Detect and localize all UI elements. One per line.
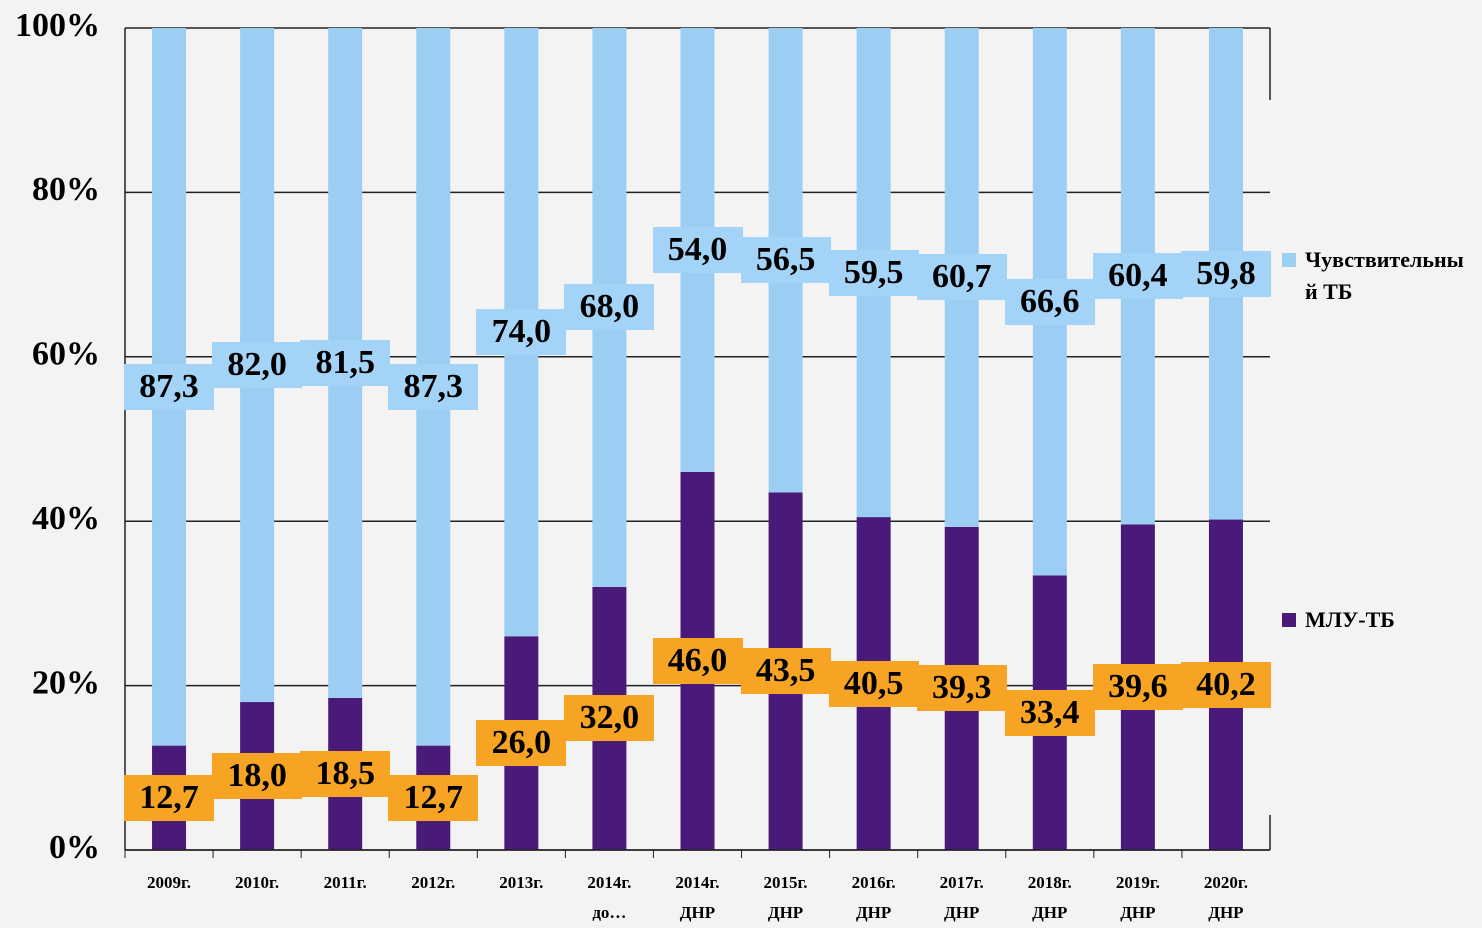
y-tick-label: 40%: [32, 500, 100, 537]
y-tick-label: 100%: [15, 7, 100, 44]
x-tick-label: 2018г. ДНР: [1027, 873, 1072, 922]
data-label: 56,5: [740, 237, 831, 284]
data-label: 66,6: [1004, 278, 1095, 325]
data-label: 59,8: [1180, 250, 1271, 297]
y-tick-label: 80%: [32, 171, 100, 208]
data-label: 81,5: [300, 339, 391, 386]
x-tick-label: 2011г.: [323, 873, 367, 892]
x-tick-label: 2016г. ДНР: [851, 873, 896, 922]
data-label: 18,5: [300, 750, 391, 797]
x-tick-label: 2010г.: [235, 873, 280, 892]
y-tick-label: 20%: [32, 664, 100, 701]
data-label: 87,3: [124, 363, 215, 410]
data-label: 87,3: [388, 363, 479, 410]
data-label: 39,6: [1092, 664, 1183, 711]
data-label: 26,0: [476, 720, 567, 767]
legend-swatch: [1282, 253, 1296, 267]
data-label: 68,0: [564, 284, 655, 331]
data-label: 43,5: [740, 648, 831, 695]
data-label: 33,4: [1004, 689, 1095, 736]
y-tick-label: 0%: [49, 829, 100, 866]
x-tick-label: 2014г. до…: [587, 873, 632, 922]
x-tick-label: 2012г.: [411, 873, 456, 892]
x-tick-label: 2014г. ДНР: [675, 873, 720, 922]
x-tick-label: 2019г. ДНР: [1115, 873, 1160, 922]
x-tick-label: 2015г. ДНР: [763, 873, 808, 922]
data-label: 40,5: [828, 660, 919, 707]
data-label: 18,0: [212, 753, 303, 800]
data-label: 32,0: [564, 695, 655, 742]
legend-label: Чувствительный ТБ: [1305, 247, 1464, 304]
x-tick-label: 2013г.: [499, 873, 544, 892]
x-tick-label: 2017г. ДНР: [939, 873, 984, 922]
data-label: 12,7: [124, 774, 215, 821]
y-tick-label: 60%: [32, 336, 100, 373]
data-label: 12,7: [388, 774, 479, 821]
x-tick-label: 2020г. ДНР: [1203, 873, 1248, 922]
data-label: 54,0: [652, 226, 743, 273]
x-tick-label: 2009г.: [146, 873, 192, 892]
data-label: 46,0: [652, 637, 743, 684]
data-label: 39,3: [916, 665, 1007, 712]
legend-swatch: [1282, 613, 1296, 627]
data-label: 59,5: [828, 249, 919, 296]
data-label: 82,0: [212, 342, 303, 389]
data-label: 60,4: [1092, 253, 1183, 300]
data-label: 60,7: [916, 254, 1007, 301]
data-label: 74,0: [476, 309, 567, 356]
legend-label: МЛУ-ТБ: [1305, 607, 1395, 632]
data-label: 40,2: [1180, 661, 1271, 708]
